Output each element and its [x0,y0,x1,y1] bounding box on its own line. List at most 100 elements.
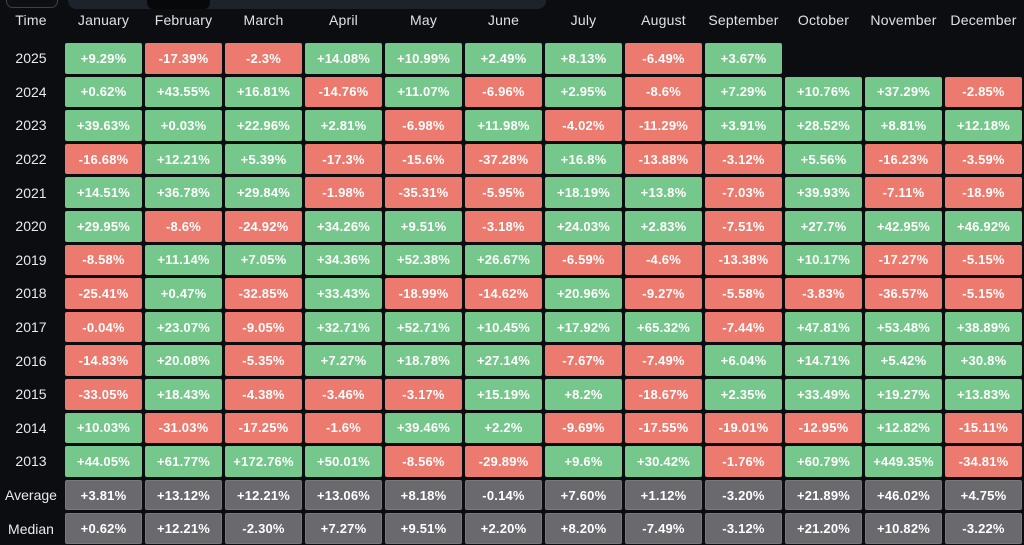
cell-2020-february: -8.6% [145,210,222,242]
row-label-average: Average [5,487,57,504]
cell-2022-april: -17.3% [305,143,382,175]
cell-average-january: +3.81% [65,479,142,511]
cell-2015-september: +2.35% [705,378,782,410]
cell-2023-july: -4.02% [545,110,622,141]
cell-2022-july: +16.8% [545,143,622,175]
cell-2014-december: -15.11% [945,412,1022,444]
cell-average-july: +7.60% [545,479,622,511]
cell-2013-january: +44.05% [65,446,142,477]
cell-2014-february: -31.03% [145,412,222,444]
cell-2019-october: +10.17% [785,244,862,276]
cell-median-november: +10.82% [865,513,942,544]
cell-2013-december: -34.81% [945,446,1022,477]
cell-2017-august: +65.32% [625,311,702,343]
cell-2016-january: -14.83% [65,345,142,376]
cell-2016-july: -7.67% [545,345,622,376]
cell-2025-may: +10.99% [385,43,462,74]
column-header-october: October [797,12,850,28]
cell-2018-march: -32.85% [225,278,302,309]
cell-2024-february: +43.55% [145,76,222,108]
cell-2015-june: +15.19% [465,378,542,410]
cell-2014-april: -1.6% [305,412,382,444]
cell-2014-august: -17.55% [625,412,702,444]
cell-2025-september: +3.67% [705,43,782,74]
row-label-median: Median [8,520,54,537]
cell-median-april: +7.27% [305,513,382,544]
cell-2016-february: +20.08% [145,345,222,376]
cell-2020-september: -7.51% [705,210,782,242]
row-label-2022: 2022 [15,151,47,168]
cell-2024-november: +37.29% [865,76,942,108]
cell-2023-august: -11.29% [625,110,702,141]
cell-2023-may: -6.98% [385,110,462,141]
cell-2022-march: +5.39% [225,143,302,175]
cell-average-may: +8.18% [385,479,462,511]
cell-2013-july: +9.6% [545,446,622,477]
cell-median-october: +21.20% [785,513,862,544]
cell-2023-november: +8.81% [865,110,942,141]
cell-2023-march: +22.96% [225,110,302,141]
cell-2015-august: -18.67% [625,378,702,410]
cell-2021-november: -7.11% [865,177,942,208]
column-header-february: February [154,12,213,28]
cell-2015-december: +13.83% [945,378,1022,410]
cell-2024-september: +7.29% [705,76,782,108]
column-header-may: May [409,12,438,28]
cell-2020-june: -3.18% [465,210,542,242]
cell-2014-march: -17.25% [225,412,302,444]
cell-2013-october: +60.79% [785,446,862,477]
cell-empty [785,43,862,74]
cell-2021-march: +29.84% [225,177,302,208]
cell-2014-may: +39.46% [385,412,462,444]
cell-2025-march: -2.3% [225,43,302,74]
cell-2016-november: +5.42% [865,345,942,376]
cell-2016-march: -5.35% [225,345,302,376]
column-header-november: November [870,12,937,28]
column-header-december: December [950,12,1017,28]
cell-2013-june: -29.89% [465,446,542,477]
column-header-april: April [328,12,358,28]
cell-median-july: +8.20% [545,513,622,544]
cell-2017-march: -9.05% [225,311,302,343]
cell-2022-may: -15.6% [385,143,462,175]
cell-2018-may: -18.99% [385,278,462,309]
cell-2016-december: +30.8% [945,345,1022,376]
cell-2024-august: -8.6% [625,76,702,108]
row-label-2015: 2015 [15,386,47,403]
cell-2023-december: +12.18% [945,110,1022,141]
cell-2014-june: +2.2% [465,412,542,444]
row-label-2017: 2017 [15,319,47,336]
cell-average-june: -0.14% [465,479,542,511]
cell-2018-october: -3.83% [785,278,862,309]
cell-2015-february: +18.43% [145,378,222,410]
toolbar-partial-tabstrip[interactable] [68,0,546,9]
cell-2015-march: -4.38% [225,378,302,410]
row-label-2013: 2013 [15,453,47,470]
cell-2015-october: +33.49% [785,378,862,410]
cell-2016-may: +18.78% [385,345,462,376]
cell-2021-december: -18.9% [945,177,1022,208]
cell-2024-october: +10.76% [785,76,862,108]
cell-2020-january: +29.95% [65,210,142,242]
cell-2017-april: +32.71% [305,311,382,343]
cell-2024-july: +2.95% [545,76,622,108]
cell-2016-august: -7.49% [625,345,702,376]
row-label-2025: 2025 [15,50,47,67]
column-header-july: July [570,12,597,28]
cell-2024-december: -2.85% [945,76,1022,108]
cell-2020-march: -24.92% [225,210,302,242]
cell-average-april: +13.06% [305,479,382,511]
cell-2023-september: +3.91% [705,110,782,141]
cell-median-march: -2.30% [225,513,302,544]
cell-2021-june: -5.95% [465,177,542,208]
cell-average-november: +46.02% [865,479,942,511]
cell-2024-april: -14.76% [305,76,382,108]
cell-2018-september: -5.58% [705,278,782,309]
toolbar-dark-notch [147,0,210,9]
cell-2025-july: +8.13% [545,43,622,74]
cell-2022-september: -3.12% [705,143,782,175]
cell-2020-april: +34.26% [305,210,382,242]
cell-2014-january: +10.03% [65,412,142,444]
cell-2019-december: -5.15% [945,244,1022,276]
